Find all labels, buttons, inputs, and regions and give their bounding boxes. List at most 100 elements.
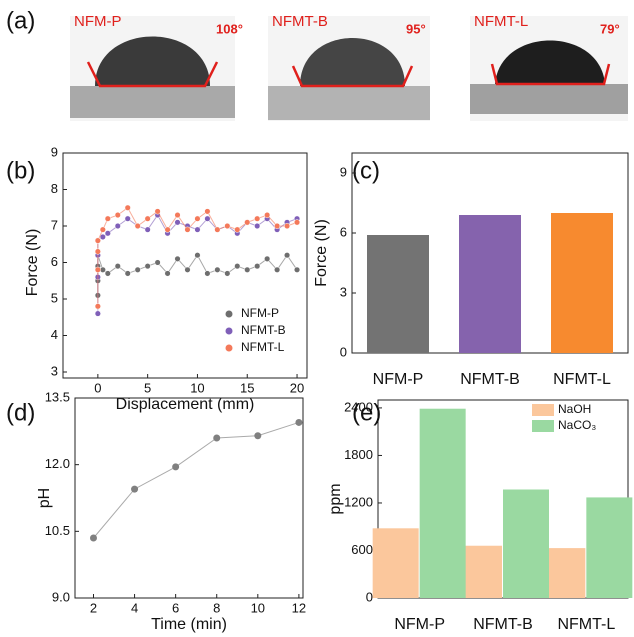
- point: [274, 222, 281, 230]
- y-tick-label: 0: [366, 589, 373, 604]
- point: [184, 226, 191, 233]
- panel-label: (b): [6, 157, 35, 184]
- point: [204, 215, 211, 222]
- series-line: [93, 421, 300, 539]
- plot-frame: [74, 397, 304, 599]
- point: [174, 255, 181, 262]
- bar: [551, 213, 613, 353]
- point: [114, 263, 121, 270]
- sample-label: NFMT-B: [272, 13, 328, 30]
- x-tick-label: 5: [144, 380, 151, 395]
- point: [194, 215, 201, 222]
- point: [295, 418, 303, 426]
- point: [94, 248, 101, 255]
- legend-swatch: [532, 420, 554, 432]
- angle-line: [490, 63, 611, 86]
- y-tick-label: 12.0: [45, 456, 70, 471]
- x-tick-label: 12: [292, 600, 306, 615]
- sample-label: NFM-P: [74, 13, 122, 30]
- point: [134, 266, 141, 273]
- point: [293, 266, 301, 273]
- point: [89, 534, 97, 542]
- x-axis-label: Displacement (mm): [116, 396, 255, 413]
- legend-label: NaCO₃: [558, 418, 596, 432]
- point: [194, 252, 201, 259]
- panel-label: (d): [6, 399, 35, 426]
- point: [234, 226, 241, 233]
- point: [104, 215, 111, 222]
- angle-line: [86, 61, 219, 88]
- legend-marker: [225, 310, 233, 318]
- point: [94, 237, 101, 244]
- droplet: [95, 36, 210, 86]
- point: [244, 219, 251, 226]
- bar: [372, 528, 419, 598]
- point: [114, 212, 121, 219]
- point: [284, 252, 291, 259]
- point: [144, 226, 151, 233]
- point: [164, 226, 171, 233]
- y-tick-label: 3: [340, 284, 347, 299]
- point: [214, 266, 221, 273]
- point: [234, 263, 241, 270]
- x-tick-label: 10: [190, 380, 204, 395]
- point: [184, 266, 191, 273]
- point: [264, 212, 271, 219]
- x-tick-label: 6: [172, 600, 179, 615]
- angle-label: 79°: [600, 21, 620, 36]
- x-tick-label: 15: [240, 380, 254, 395]
- y-tick-label: 3: [51, 363, 58, 378]
- point: [131, 485, 139, 493]
- x-tick-label: NFM-P: [394, 616, 445, 633]
- panel-label: (c): [352, 157, 380, 184]
- angle-line: [291, 65, 414, 88]
- point: [204, 270, 211, 277]
- x-tick-label: NFMT-B: [473, 616, 533, 633]
- angle-label: 95°: [406, 21, 426, 36]
- point: [194, 226, 201, 233]
- y-tick-label: 5: [51, 290, 58, 305]
- x-tick-label: 20: [290, 380, 304, 395]
- legend-swatch: [532, 404, 554, 416]
- y-tick-label: 6: [340, 224, 347, 239]
- y-tick-label: 2400: [344, 399, 373, 414]
- point: [172, 463, 180, 471]
- point: [284, 222, 291, 230]
- y-axis-label: Force (N): [24, 229, 41, 297]
- legend-label: NFMT-B: [241, 323, 286, 337]
- droplet: [300, 38, 405, 86]
- substrate: [70, 86, 235, 118]
- y-tick-label: 0: [340, 344, 347, 359]
- substrate: [268, 86, 430, 120]
- point: [154, 259, 161, 266]
- angle-label: 108°: [216, 21, 243, 36]
- point: [104, 270, 111, 277]
- panel-label: (e): [352, 399, 381, 426]
- y-tick-label: 10.5: [45, 523, 70, 538]
- point: [254, 215, 261, 222]
- point: [174, 219, 181, 226]
- point: [254, 263, 261, 270]
- plot-frame: [62, 152, 308, 379]
- x-axis-label: Time (min): [151, 616, 227, 633]
- bar: [586, 497, 633, 598]
- point: [114, 222, 121, 230]
- legend-label: NFMT-L: [241, 340, 285, 354]
- point: [213, 434, 221, 442]
- point: [144, 215, 151, 222]
- point: [224, 222, 231, 230]
- point: [94, 266, 101, 273]
- point: [274, 266, 281, 273]
- point: [94, 310, 101, 317]
- point: [154, 208, 161, 215]
- point: [174, 212, 181, 219]
- x-tick-label: NFMT-L: [553, 371, 611, 388]
- point: [124, 204, 131, 211]
- point: [264, 255, 271, 262]
- y-tick-label: 9: [340, 164, 347, 179]
- point: [134, 222, 141, 230]
- point: [99, 226, 106, 233]
- y-tick-label: 13.5: [45, 389, 70, 404]
- y-axis-label: pH: [36, 488, 53, 508]
